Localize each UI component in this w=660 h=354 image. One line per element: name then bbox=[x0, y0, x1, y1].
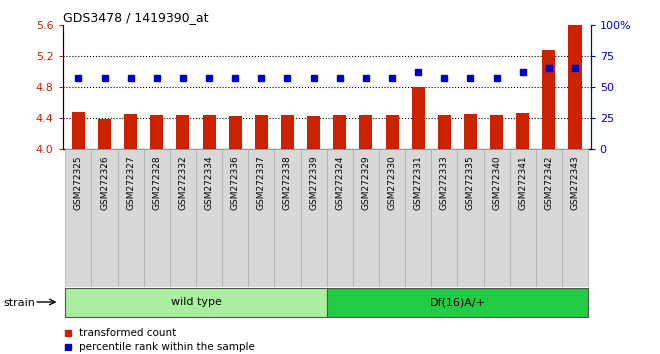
Bar bbox=[405, 149, 431, 287]
Text: GSM272334: GSM272334 bbox=[205, 156, 214, 210]
Bar bbox=[568, 25, 581, 149]
Bar bbox=[248, 149, 275, 287]
Bar bbox=[124, 114, 137, 149]
Bar bbox=[307, 116, 320, 149]
Text: GSM272333: GSM272333 bbox=[440, 156, 449, 210]
Bar bbox=[203, 115, 216, 149]
Bar bbox=[72, 112, 85, 149]
Text: GSM272337: GSM272337 bbox=[257, 156, 266, 210]
Bar bbox=[431, 149, 457, 287]
Text: GSM272326: GSM272326 bbox=[100, 156, 109, 210]
Bar bbox=[281, 115, 294, 149]
Text: GSM272328: GSM272328 bbox=[152, 156, 161, 210]
Text: GSM272343: GSM272343 bbox=[570, 156, 579, 210]
Text: transformed count: transformed count bbox=[79, 328, 176, 338]
Bar bbox=[196, 149, 222, 287]
Bar bbox=[275, 149, 300, 287]
Text: strain: strain bbox=[3, 298, 35, 308]
Bar bbox=[222, 149, 248, 287]
Bar bbox=[144, 149, 170, 287]
Text: wild type: wild type bbox=[170, 297, 222, 307]
Bar bbox=[438, 115, 451, 149]
Text: GSM272331: GSM272331 bbox=[414, 156, 422, 210]
Bar bbox=[255, 115, 268, 149]
Bar bbox=[385, 115, 399, 149]
Bar bbox=[228, 116, 242, 149]
Bar bbox=[98, 119, 111, 149]
FancyBboxPatch shape bbox=[327, 288, 588, 317]
Bar bbox=[176, 115, 189, 149]
Text: GSM272329: GSM272329 bbox=[362, 156, 370, 210]
Bar bbox=[510, 149, 536, 287]
Text: GSM272338: GSM272338 bbox=[283, 156, 292, 210]
Text: Df(16)A/+: Df(16)A/+ bbox=[430, 297, 485, 307]
Bar bbox=[379, 149, 405, 287]
Bar bbox=[516, 113, 529, 149]
Bar bbox=[300, 149, 327, 287]
Bar bbox=[457, 149, 484, 287]
Bar bbox=[92, 149, 117, 287]
Bar bbox=[170, 149, 196, 287]
Text: GSM272339: GSM272339 bbox=[309, 156, 318, 210]
Bar bbox=[536, 149, 562, 287]
Text: percentile rank within the sample: percentile rank within the sample bbox=[79, 342, 254, 352]
Bar bbox=[484, 149, 510, 287]
Text: GSM272342: GSM272342 bbox=[544, 156, 553, 210]
Text: GSM272327: GSM272327 bbox=[126, 156, 135, 210]
Bar bbox=[562, 149, 588, 287]
Bar bbox=[490, 115, 503, 149]
Bar bbox=[464, 114, 477, 149]
Text: GSM272332: GSM272332 bbox=[178, 156, 187, 210]
Text: GSM272325: GSM272325 bbox=[74, 156, 83, 210]
Bar bbox=[333, 115, 346, 149]
Text: GSM272340: GSM272340 bbox=[492, 156, 501, 210]
Text: GDS3478 / 1419390_at: GDS3478 / 1419390_at bbox=[63, 11, 208, 24]
Text: GSM272336: GSM272336 bbox=[231, 156, 240, 210]
Text: GSM272341: GSM272341 bbox=[518, 156, 527, 210]
Bar bbox=[65, 149, 92, 287]
FancyBboxPatch shape bbox=[65, 288, 327, 317]
Bar bbox=[360, 115, 372, 149]
Bar bbox=[327, 149, 353, 287]
Bar bbox=[353, 149, 379, 287]
Text: GSM272330: GSM272330 bbox=[387, 156, 397, 210]
Text: GSM272335: GSM272335 bbox=[466, 156, 475, 210]
Bar bbox=[543, 50, 556, 149]
Bar bbox=[412, 87, 425, 149]
Bar bbox=[150, 115, 163, 149]
Bar bbox=[117, 149, 144, 287]
Text: GSM272324: GSM272324 bbox=[335, 156, 345, 210]
